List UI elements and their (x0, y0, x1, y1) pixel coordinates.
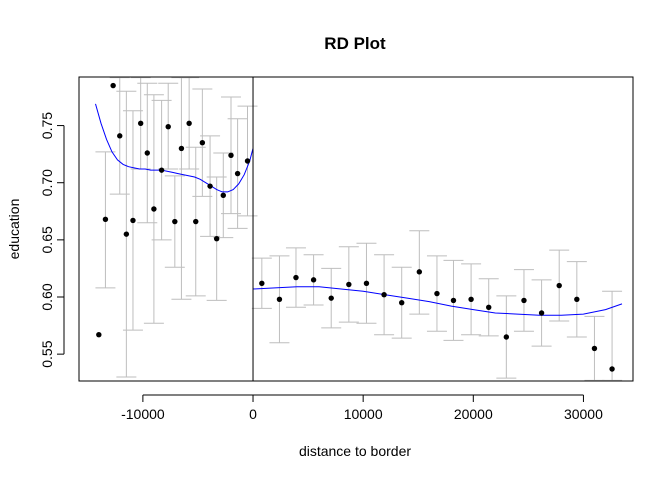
data-point (165, 124, 171, 130)
plot-layer: -10000 0 10000 20000 30000 0.55 0.60 0.65 0.70 0.… (39, 76, 634, 422)
data-point (381, 292, 387, 298)
data-point (434, 290, 440, 297)
y-tick-label: 0.60 (39, 283, 55, 310)
plot-frame (78, 76, 634, 382)
data-point (328, 295, 334, 301)
y-tick-label: 0.75 (39, 112, 55, 139)
data-point (244, 158, 251, 164)
data-point (144, 150, 150, 156)
chart-title: RD Plot (324, 34, 386, 53)
data-point (521, 297, 527, 304)
data-point (416, 269, 423, 275)
data-point (158, 167, 165, 173)
data-point (220, 192, 226, 198)
data-point (276, 296, 283, 302)
x-axis-label: distance to border (299, 443, 411, 459)
data-point (310, 277, 317, 283)
data-point (591, 345, 598, 352)
data-point (130, 217, 136, 224)
data-point (193, 218, 199, 225)
y-tick-label: 0.65 (39, 226, 55, 253)
y-axis-label: education (6, 199, 22, 260)
data-point (538, 310, 545, 316)
data-point (137, 120, 144, 126)
data-point (178, 145, 185, 152)
x-tick-label: 10000 (344, 406, 383, 422)
data-point (503, 334, 510, 340)
data-point (293, 274, 299, 281)
data-point (96, 332, 102, 338)
data-point (213, 236, 220, 242)
x-tick-label: 30000 (564, 406, 603, 422)
data-point (609, 366, 615, 372)
data-point (234, 170, 241, 177)
data-point (450, 297, 457, 304)
data-point (399, 300, 405, 306)
data-point (117, 133, 123, 139)
data-point (228, 152, 234, 158)
data-point (259, 280, 265, 286)
data-point (172, 218, 178, 225)
data-point (151, 206, 157, 212)
data-point (207, 183, 213, 189)
data-point (346, 281, 352, 288)
x-tick-label: 0 (249, 406, 257, 422)
data-point (468, 296, 474, 302)
data-point (110, 82, 116, 89)
x-tick-label: 20000 (454, 406, 493, 422)
data-point (186, 120, 192, 126)
fit-line-right (252, 286, 623, 316)
data-point (574, 296, 580, 302)
data-point (199, 140, 206, 146)
fit-line-left (95, 103, 254, 193)
x-tick-label: -10000 (121, 406, 165, 422)
data-point (123, 231, 130, 237)
data-point (363, 280, 370, 286)
y-tick-label: 0.70 (39, 169, 55, 196)
data-point (102, 216, 109, 222)
data-point (486, 304, 492, 310)
y-tick-label: 0.55 (39, 340, 55, 367)
data-point (556, 282, 562, 289)
